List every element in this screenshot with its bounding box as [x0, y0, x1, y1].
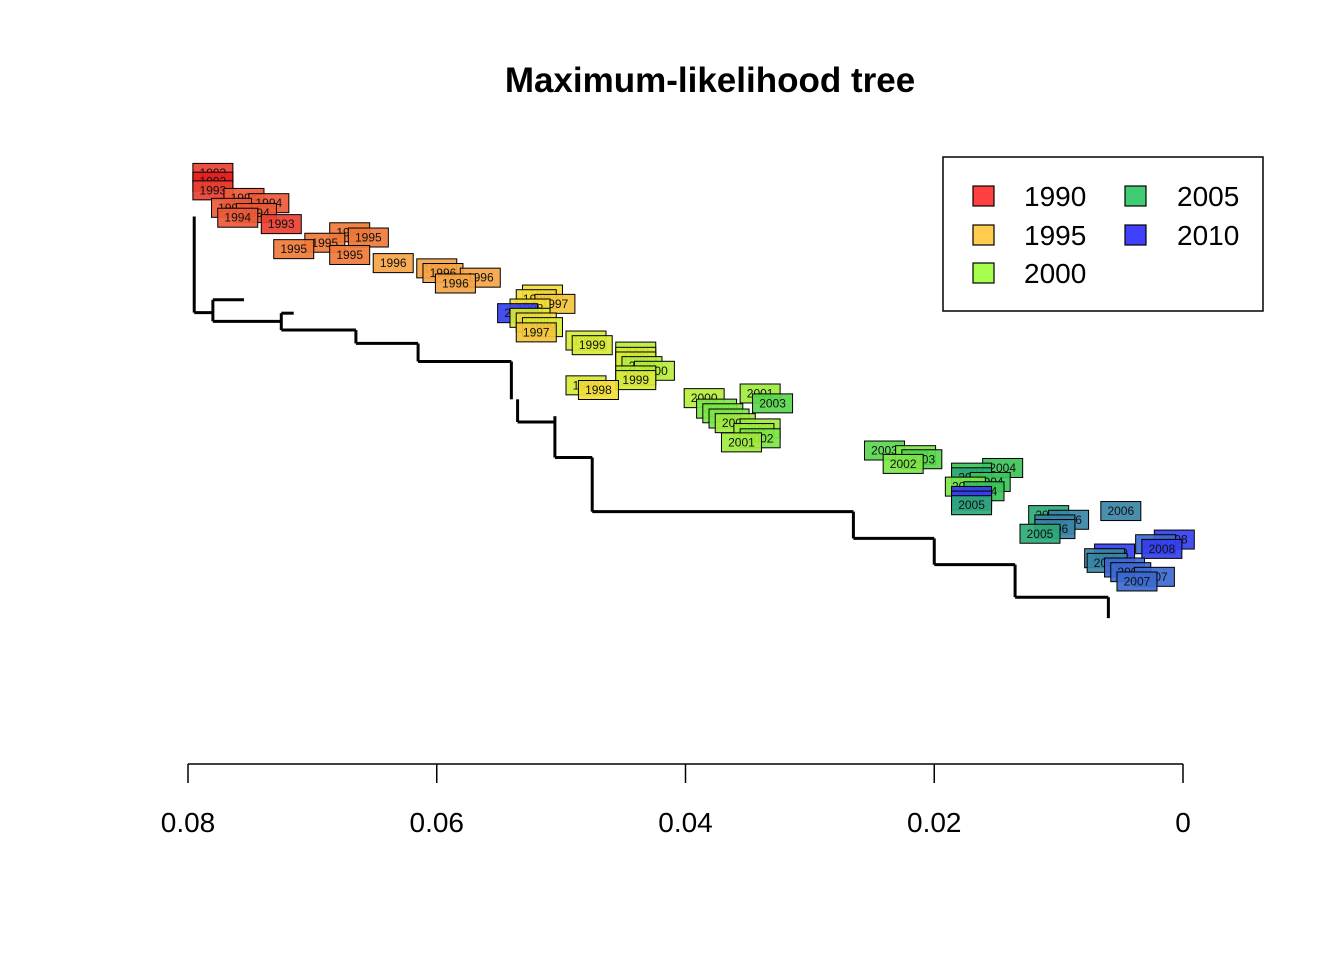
tip-box: [434, 273, 476, 294]
legend-label: 1995: [1024, 220, 1086, 251]
tip-text: 2006: [1107, 504, 1134, 518]
tip-box: [1141, 538, 1183, 559]
chart-title: Maximum-likelihood tree: [505, 61, 915, 100]
tip-box: [577, 379, 619, 400]
legend-item: 2005: [1124, 181, 1239, 212]
legend-label: 2000: [1024, 258, 1086, 289]
tip-text: 1993: [268, 217, 295, 231]
x-axis: 0.08 0.06 0.04 0.02 0: [161, 763, 1191, 838]
x-tick-label: 0.06: [410, 807, 465, 838]
legend-box: [942, 156, 1264, 312]
tip-box: [951, 495, 993, 516]
x-tick-label: 0.04: [658, 807, 713, 838]
tip-label: 1993: [260, 214, 302, 235]
tip-box: [329, 244, 371, 265]
legend: 1990 1995 2000 2005 2010: [942, 156, 1264, 312]
tip-text: 1993: [200, 183, 227, 197]
tip-label: 1994: [217, 207, 259, 228]
tip-text: 2008: [1149, 542, 1176, 556]
tree-branches: [192, 216, 1110, 619]
tip-text: 1996: [380, 256, 407, 270]
tip-box: [273, 239, 315, 260]
tip-text: 1999: [622, 373, 649, 387]
tip-box: [372, 253, 414, 274]
legend-item: 2000: [972, 258, 1086, 289]
tip-label: 1995: [329, 244, 371, 265]
legend-label: 2010: [1177, 220, 1239, 251]
tip-label: 2006: [1100, 501, 1142, 522]
tip-box: [1019, 523, 1061, 544]
x-tick-label: 0: [1175, 807, 1191, 838]
tip-box: [1116, 571, 1158, 592]
tip-label: 1996: [434, 273, 476, 294]
tip-text: 1997: [523, 325, 550, 339]
x-tick-label: 0.02: [907, 807, 962, 838]
tip-label: 2005: [1019, 523, 1061, 544]
legend-item: 1990: [972, 181, 1086, 212]
tip-text: 1998: [585, 383, 612, 397]
x-tick-label: 0.08: [161, 807, 216, 838]
tip-text: 2004: [989, 461, 1016, 475]
tip-box: [720, 432, 762, 453]
tip-text: 1995: [355, 231, 382, 245]
tip-text: 2007: [1124, 574, 1151, 588]
tip-label: 1995: [273, 239, 315, 260]
tip-text: 2003: [759, 396, 786, 410]
tip-label: 1998: [577, 379, 619, 400]
tip-label: 2001: [720, 432, 762, 453]
tree-tips: 1993199219931994199419941994199419931995…: [192, 162, 1195, 592]
tip-text: 1996: [442, 276, 469, 290]
legend-label: 2005: [1177, 181, 1239, 212]
tip-label: 1993: [192, 180, 234, 201]
tip-box: [260, 214, 302, 235]
tip-label: 2002: [882, 453, 924, 474]
tip-label: 2008: [1141, 538, 1183, 559]
legend-swatch: [972, 262, 995, 284]
tip-label: 1996: [372, 253, 414, 274]
tip-label: 1997: [515, 322, 557, 343]
legend-swatch: [1124, 185, 1147, 207]
legend-item: 1995: [972, 220, 1086, 251]
tip-text: 1995: [336, 248, 363, 262]
tip-text: 1999: [579, 338, 606, 352]
tip-text: 2002: [890, 457, 917, 471]
tip-label: 1999: [571, 335, 613, 356]
tip-box: [571, 335, 613, 356]
tip-label: 1995: [347, 227, 389, 248]
tip-label: 2003: [752, 393, 794, 414]
tip-text: 2005: [958, 498, 985, 512]
legend-swatch: [972, 185, 995, 207]
tip-text: 2001: [728, 435, 755, 449]
legend-label: 1990: [1024, 181, 1086, 212]
tip-box: [1100, 501, 1142, 522]
tip-label: 2005: [951, 495, 993, 516]
tip-box: [515, 322, 557, 343]
tip-box: [217, 207, 259, 228]
tip-text: 1995: [280, 242, 307, 256]
tip-text: 2005: [1027, 527, 1054, 541]
legend-swatch: [972, 224, 995, 246]
legend-item: 2010: [1124, 220, 1239, 251]
legend-swatch: [1124, 224, 1147, 246]
tip-label: 2007: [1116, 571, 1158, 592]
tip-label: 1999: [615, 370, 657, 391]
tip-text: 1994: [224, 211, 251, 225]
tip-box: [752, 393, 794, 414]
tip-box: [882, 453, 924, 474]
